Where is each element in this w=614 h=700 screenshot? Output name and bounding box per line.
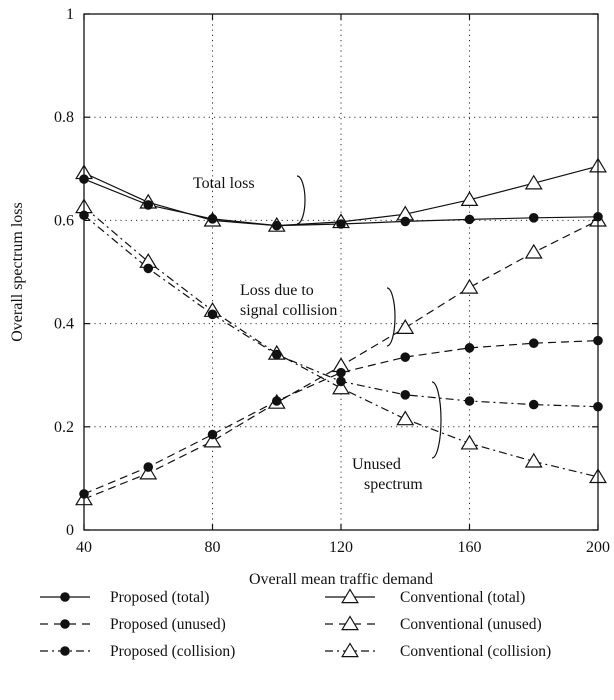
y-tick-label: 0 [66,522,74,539]
data-point [528,399,539,410]
legend-label-1: Proposed (unused) [110,616,226,633]
data-point [464,214,475,225]
series-markers-2 [79,210,603,412]
plot-frame [83,13,599,531]
series-line-1 [83,340,599,495]
legend-marker-5 [341,642,359,658]
data-point [207,214,218,224]
series-markers-0 [79,174,603,231]
series-line-5 [83,206,599,478]
annotation-brace [431,381,442,459]
y-tick-label: 0.2 [54,419,74,436]
legend-marker-3 [341,588,359,604]
data-point [271,349,282,360]
x-tick-label: 160 [458,539,482,556]
legend-label-2: Proposed (collision) [110,643,235,660]
legend-label-3: Conventional (total) [400,589,525,606]
y-axis-label: Overall spectrum loss [9,202,26,342]
data-point [464,343,475,353]
legend-marker-2 [60,646,70,656]
annotations: Total loss Loss due to signal collision Unu… [193,175,442,493]
data-point [460,278,479,294]
annotation-brace [296,175,306,225]
data-point [271,220,282,231]
legend-label-4: Conventional (unused) [400,616,542,633]
data-point [143,200,154,210]
data-point [336,376,346,387]
data-point [271,396,282,406]
x-tick-label: 40 [76,539,92,556]
data-point [460,191,479,206]
y-tick-label: 0.6 [54,212,74,229]
series-markers-4 [75,211,607,506]
x-tick-label: 80 [205,539,221,556]
data-point [207,309,218,320]
data-point [143,263,154,274]
data-point [396,319,415,334]
legend-marker-1 [60,619,70,629]
annotation-label: Unused spectrum [352,456,423,493]
x-tick-label: 120 [329,539,353,556]
x-axis-label: Overall mean traffic demand [249,571,433,588]
series-markers-1 [79,335,603,499]
data-point [400,390,411,400]
data-point [203,432,222,448]
axis-ticks: 40 80 120 160 200 0 0.2 0.4 0.6 0.8 1 [54,6,610,556]
data-point [396,410,415,426]
data-point [400,216,411,227]
annotation-label: Total loss [193,175,255,192]
data-point [460,434,479,450]
data-point [143,462,154,472]
data-point [139,464,158,480]
x-tick-label: 200 [586,539,610,556]
data-point [528,338,539,349]
data-point [336,367,346,378]
data-point [464,396,475,406]
data-point [332,379,350,395]
data-point [524,452,543,468]
legend-label-5: Conventional (collision) [400,643,551,660]
data-point [207,429,218,440]
annotation-label: Loss due to signal collision [240,282,337,319]
grid-lines [84,14,598,530]
legend-marker-4 [341,615,359,631]
data-point [528,213,539,223]
data-point [524,174,543,190]
data-point [400,352,411,362]
legend-marker-0 [60,592,70,602]
y-tick-label: 0.8 [54,109,74,126]
legend-label-0: Proposed (total) [110,589,209,606]
data-point [336,219,346,229]
annotation-brace [386,287,396,347]
series-markers-5 [75,198,607,484]
y-tick-label: 1 [66,6,74,23]
y-tick-label: 0.4 [54,316,74,333]
data-point [524,243,543,259]
legend: Proposed (total) Proposed (unused) Propose… [40,588,551,660]
